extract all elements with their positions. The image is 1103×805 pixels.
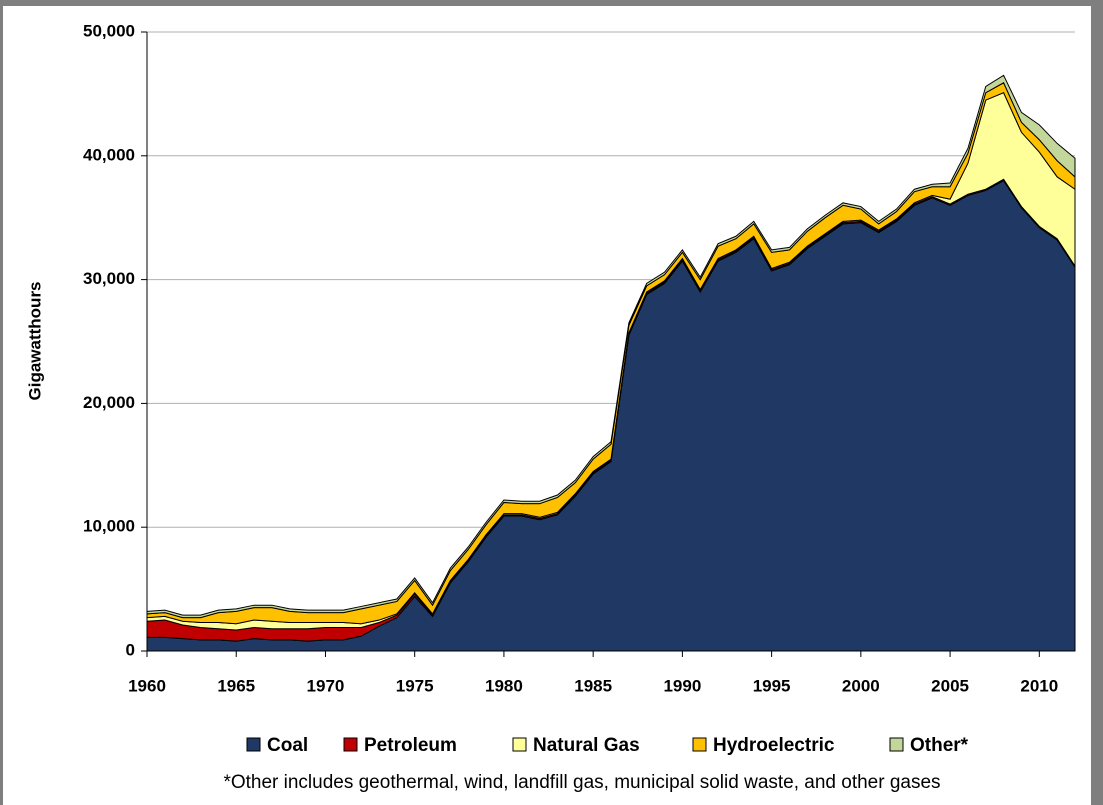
area — [146, 74, 1076, 619]
legend-swatch — [343, 737, 358, 752]
y-tick-label: 50,000 — [83, 21, 135, 40]
y-tick-label: 40,000 — [83, 145, 135, 164]
x-tick-label: 2005 — [931, 676, 969, 695]
x-tick-label: 1980 — [485, 676, 523, 695]
legend-label: Natural Gas — [533, 735, 640, 756]
x-tick-label: 1975 — [396, 676, 434, 695]
x-tick-label: 2010 — [1020, 676, 1058, 695]
legend-label: Other* — [910, 735, 969, 756]
legend-swatch — [889, 737, 904, 752]
legend-label: Coal — [267, 735, 308, 756]
x-tick-label: 1985 — [574, 676, 612, 695]
y-tick-label: 20,000 — [83, 393, 135, 412]
legend-swatch — [246, 737, 261, 752]
y-axis-label: Gigawatthours — [25, 281, 44, 400]
legend-label: Hydroelectric — [713, 735, 835, 756]
x-tick-label: 1990 — [663, 676, 701, 695]
frame-left — [0, 0, 3, 805]
x-tick-label: 1995 — [753, 676, 791, 695]
frame-right — [1091, 0, 1103, 805]
x-tick-label: 1965 — [217, 676, 255, 695]
area — [146, 179, 1076, 652]
frame-top — [0, 0, 1103, 6]
x-tick-label: 1970 — [307, 676, 345, 695]
y-tick-label: 30,000 — [83, 269, 135, 288]
footnote: *Other includes geothermal, wind, landfi… — [223, 772, 940, 793]
x-tick-label: 1960 — [128, 676, 166, 695]
x-tick-label: 2000 — [842, 676, 880, 695]
y-tick-label: 10,000 — [83, 517, 135, 536]
legend-label: Petroleum — [364, 735, 457, 756]
legend-swatch — [512, 737, 527, 752]
y-tick-label: 0 — [126, 640, 135, 659]
legend-swatch — [692, 737, 707, 752]
